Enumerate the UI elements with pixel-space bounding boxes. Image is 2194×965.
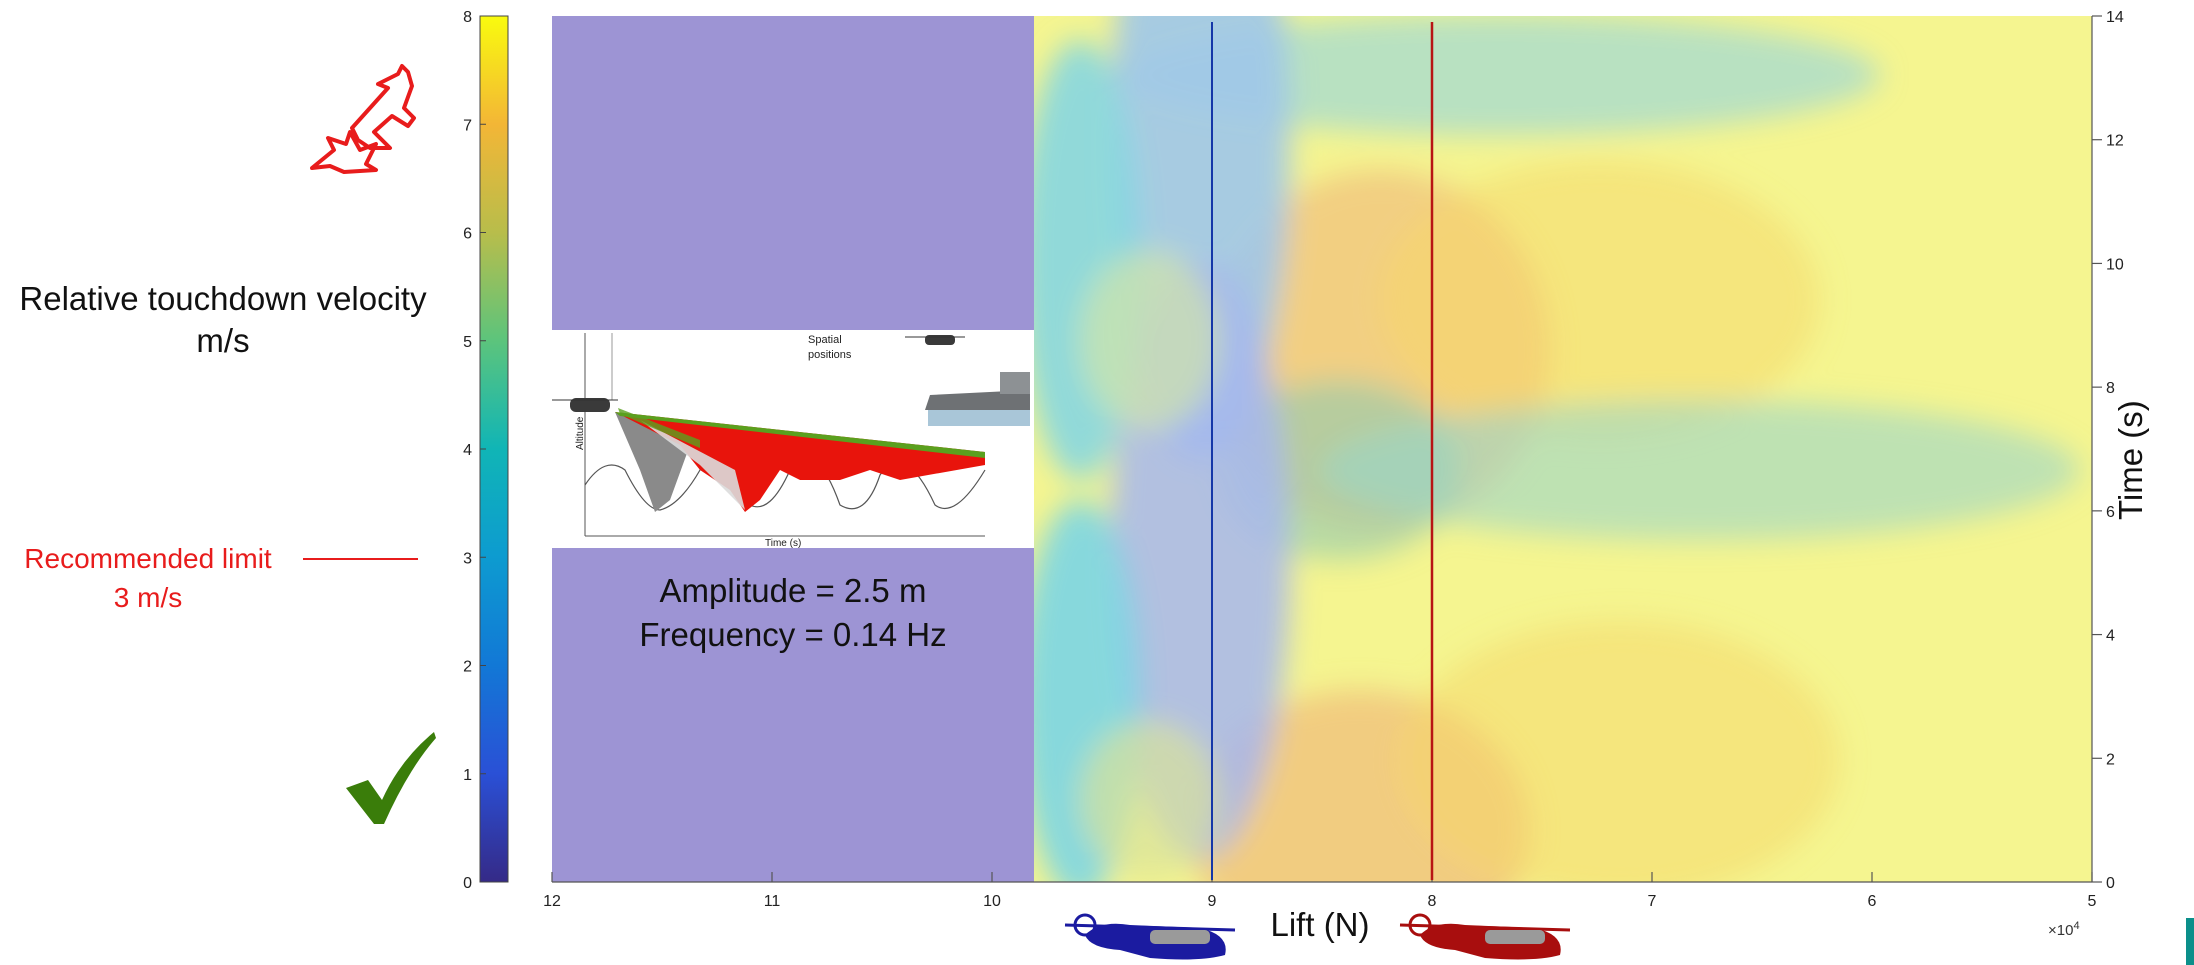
- x-multiplier-base: ×10: [2048, 922, 2074, 939]
- y-tick-label: 14: [2106, 9, 2124, 26]
- y-tick-label: 6: [2106, 504, 2115, 521]
- x-tick-label: 8: [1428, 893, 1437, 910]
- colorbar-tick-label: 2: [463, 659, 472, 676]
- y-axis-label-text: Time (s): [2112, 400, 2149, 520]
- colorbar-tick-label: 4: [463, 442, 472, 459]
- x-tick-label: 12: [543, 893, 561, 910]
- heatmap-shade: [1400, 620, 1840, 882]
- x-tick-label: 10: [983, 893, 1001, 910]
- heatmap-field: [552, 16, 2092, 882]
- x-axis-label: Lift (N): [1270, 906, 1370, 943]
- y-tick-label: 8: [2106, 380, 2115, 397]
- colorbar-tick-label: 6: [463, 226, 472, 243]
- x-tick-label: 5: [2088, 893, 2097, 910]
- limit-label-line2: 3 m/s: [113, 582, 183, 613]
- colorbar-tick-label: 1: [463, 767, 472, 784]
- heatmap-shade: [1380, 160, 1820, 440]
- y-tick-label: 2: [2106, 751, 2115, 768]
- colorbar-ticks: 0 1 2 3 4 5 6 7 8: [463, 9, 486, 892]
- x-axis-ticks: 12 11 10 9 8 7 6 5: [543, 872, 2097, 910]
- red-helicopter-icon: [1399, 913, 1571, 960]
- colorbar-title-line1: Relative touchdown velocity: [19, 280, 427, 317]
- inset-xlabel: Time (s): [765, 538, 801, 549]
- y-axis-label: Time (s): [2112, 320, 2152, 520]
- y-tick-label: 12: [2106, 133, 2124, 150]
- colorbar-tick-label: 7: [463, 117, 472, 134]
- heatmap-shade: [1080, 250, 1220, 430]
- inset-ylabel: Altitude: [575, 416, 586, 450]
- checkmark-icon: [346, 732, 436, 824]
- accent-bar: [2186, 918, 2194, 965]
- colorbar-title-line2: m/s: [196, 322, 250, 359]
- y-tick-label: 10: [2106, 256, 2124, 273]
- heatmap-shade: [1080, 720, 1220, 880]
- y-tick-label: 4: [2106, 628, 2115, 645]
- amplitude-annotation: Amplitude = 2.5 m: [659, 572, 927, 609]
- x-tick-label: 6: [1868, 893, 1877, 910]
- colorbar-tick-label: 0: [463, 875, 472, 892]
- heatmap-shade: [1120, 16, 1880, 135]
- blue-helicopter-icon: [1064, 913, 1236, 960]
- inset-title-line2: positions: [808, 349, 852, 361]
- heatmap-shade: [1320, 400, 2080, 540]
- y-tick-label: 0: [2106, 875, 2115, 892]
- limit-label-line1: Recommended limit: [24, 543, 272, 574]
- trajectory-inset: Spatial positions Altitude Time (s): [552, 330, 1034, 549]
- colorbar-tick-label: 5: [463, 334, 472, 351]
- frequency-annotation: Frequency = 0.14 Hz: [639, 616, 947, 653]
- x-tick-label: 7: [1648, 893, 1657, 910]
- colorbar-tick-label: 8: [463, 9, 472, 26]
- colorbar-tick-label: 3: [463, 550, 472, 567]
- inset-title-line1: Spatial: [808, 334, 842, 346]
- x-axis-multiplier: ×104: [2048, 920, 2080, 939]
- x-tick-label: 11: [764, 893, 781, 910]
- x-multiplier-exp: 4: [2073, 920, 2080, 932]
- y-axis-ticks: 0 2 4 6 8 10 12 14: [2092, 9, 2124, 892]
- crashing-plane-icon: [310, 64, 416, 174]
- x-tick-label: 9: [1208, 893, 1217, 910]
